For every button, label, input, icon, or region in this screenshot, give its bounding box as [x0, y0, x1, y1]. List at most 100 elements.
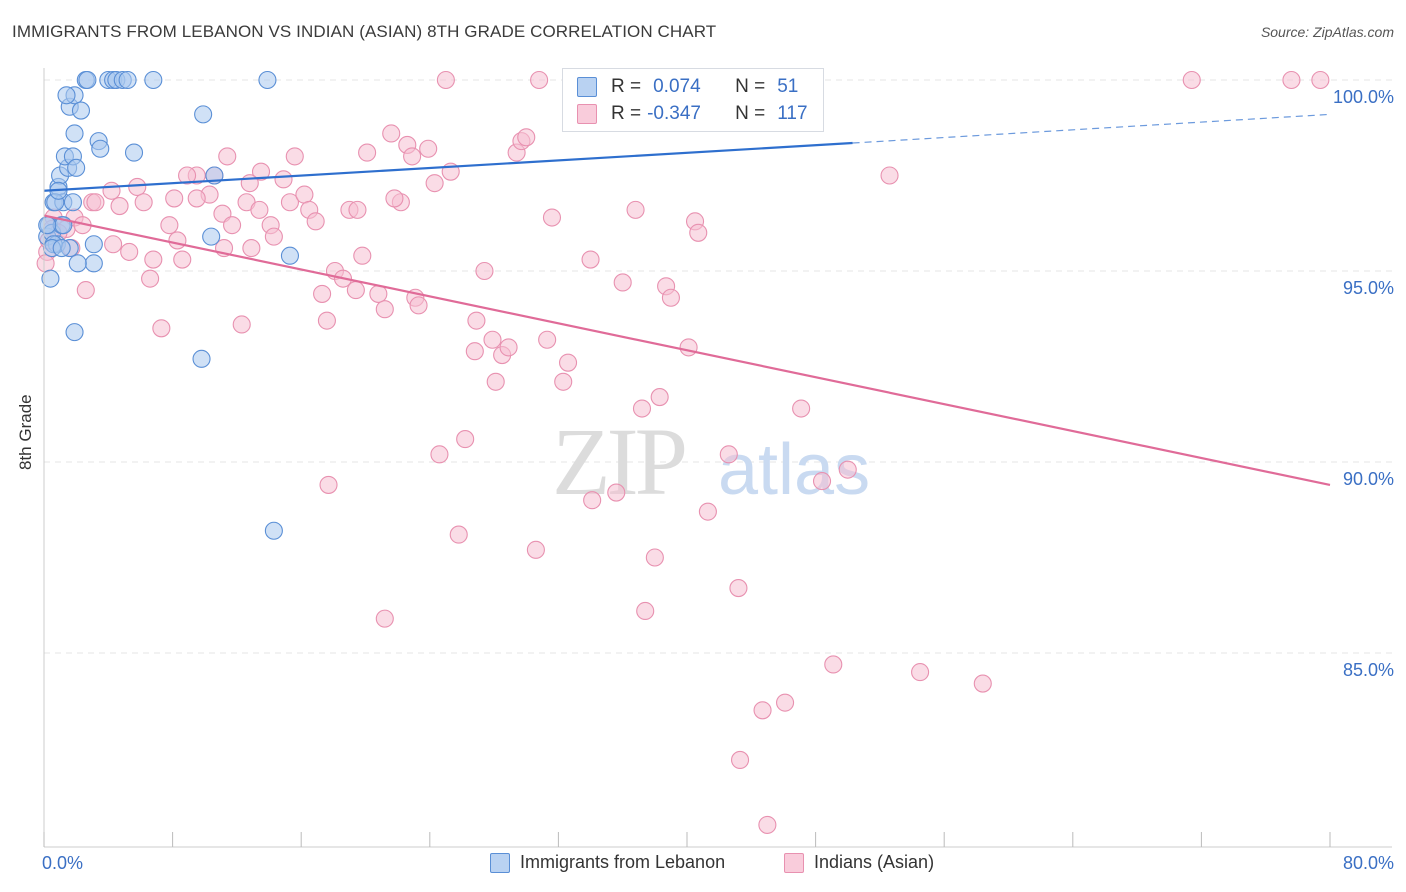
data-point-series-1 [71, 101, 91, 120]
legend-r-value-indians: -0.347 [647, 103, 701, 124]
data-point-series-2 [730, 750, 750, 770]
data-point-series-1 [65, 124, 84, 143]
data-point-series-2 [110, 197, 129, 216]
series-legend: Immigrants from Lebanon Indians (Asian) [0, 852, 1406, 878]
data-point-series-2 [698, 502, 717, 521]
data-point-series-2 [419, 139, 438, 158]
trend-line-lebanon [43, 141, 853, 192]
data-point-series-2 [251, 162, 271, 181]
data-point-series-2 [499, 338, 518, 357]
data-point-series-2 [36, 254, 55, 273]
data-point-series-2 [382, 124, 401, 143]
data-point-series-2 [554, 372, 573, 391]
legend-r-label: R = [611, 76, 642, 97]
data-point-series-2 [144, 250, 163, 269]
legend-row-lebanon: R = 0.074 N = 51 [577, 75, 798, 99]
legend-row-indians: R = -0.347 N = 117 [577, 102, 808, 126]
gridlines [44, 79, 1392, 654]
data-point-series-2 [187, 189, 206, 208]
data-point-series-2 [141, 269, 160, 288]
data-point-series-2 [353, 246, 372, 265]
source-label: Source: ZipAtlas.com [1260, 24, 1394, 40]
series-legend-swatch-lebanon [490, 852, 510, 873]
data-point-series-2 [1311, 70, 1330, 90]
data-point-series-2 [607, 483, 626, 502]
data-point-series-1 [63, 193, 82, 212]
data-point-series-2 [134, 193, 153, 212]
y-tick-label-100: 100.0% [1332, 87, 1394, 107]
data-point-series-2 [689, 223, 708, 242]
data-point-series-2 [526, 540, 545, 559]
data-point-series-2 [483, 330, 502, 349]
data-point-series-2 [409, 296, 428, 315]
correlation-legend: R = 0.074 N = 51 R = -0.347 N = 117 [562, 68, 824, 132]
data-point-series-2 [319, 475, 338, 494]
data-point-series-2 [542, 208, 562, 227]
trend-line-lebanon-extension [852, 113, 1331, 144]
data-point-series-2 [232, 315, 251, 334]
legend-n-label-2: N = [735, 103, 766, 124]
data-point-series-2 [632, 399, 652, 418]
data-point-series-1 [258, 70, 277, 90]
trend-lines [43, 113, 1331, 486]
data-point-series-2 [812, 472, 832, 491]
data-point-series-2 [558, 353, 578, 372]
legend-n-value-indians: 117 [777, 103, 808, 124]
data-point-series-2 [456, 430, 475, 449]
data-point-series-1 [264, 521, 283, 540]
data-point-series-2 [178, 166, 197, 185]
data-point-series-2 [274, 170, 293, 189]
legend-swatch-lebanon [577, 77, 597, 97]
data-point-series-1 [52, 239, 71, 258]
data-point-series-2 [679, 338, 698, 357]
legend-r-label-2: R = [611, 103, 642, 124]
y-tick-label-90: 90.0% [1342, 469, 1394, 489]
data-point-series-2 [358, 143, 377, 162]
data-point-series-2 [242, 239, 261, 258]
data-point-series-2 [583, 491, 602, 510]
data-point-series-2 [128, 177, 147, 197]
data-point-series-2 [517, 128, 536, 147]
data-point-series-2 [650, 388, 669, 407]
data-point-series-2 [467, 311, 486, 330]
data-point-series-2 [285, 147, 304, 166]
data-point-series-2 [1182, 70, 1201, 90]
data-point-series-2 [223, 216, 242, 235]
data-point-series-2 [753, 701, 772, 720]
data-point-series-2 [729, 579, 748, 598]
axes [43, 68, 1392, 848]
data-point-series-1 [65, 323, 84, 342]
data-point-series-2 [824, 655, 843, 674]
series-indians-asian-points [36, 70, 1330, 834]
trend-line-indians [43, 214, 1331, 486]
data-point-series-2 [218, 147, 237, 166]
chart-title: IMMIGRANTS FROM LEBANON VS INDIAN (ASIAN… [12, 22, 717, 41]
legend-swatch-indians [577, 104, 597, 124]
data-point-series-2 [973, 674, 992, 693]
data-point-series-2 [168, 231, 187, 250]
data-point-series-2 [530, 70, 549, 90]
series-legend-label-lebanon: Immigrants from Lebanon [520, 852, 726, 872]
series-legend-label-indians: Indians (Asian) [814, 852, 935, 872]
data-point-series-2 [581, 250, 600, 269]
data-point-series-1 [192, 349, 211, 368]
data-point-series-2 [280, 193, 299, 212]
data-point-series-2 [838, 460, 857, 479]
data-point-series-1 [124, 143, 144, 162]
series-legend-indians: Indians (Asian) [784, 852, 934, 873]
legend-n-value-lebanon: 51 [777, 76, 799, 97]
data-point-series-2 [375, 300, 394, 319]
data-point-series-2 [425, 174, 444, 193]
data-point-series-1 [84, 235, 103, 254]
y-tick-label-85: 85.0% [1342, 660, 1394, 680]
data-point-series-2 [613, 273, 632, 292]
data-point-series-1 [41, 269, 60, 288]
data-point-series-1 [280, 246, 299, 265]
data-point-series-2 [348, 200, 367, 219]
data-point-series-2 [317, 311, 336, 330]
data-point-series-2 [250, 200, 269, 219]
data-point-series-2 [430, 445, 449, 464]
data-point-series-2 [76, 281, 95, 300]
data-point-series-2 [385, 189, 404, 208]
data-point-series-1 [68, 254, 87, 273]
